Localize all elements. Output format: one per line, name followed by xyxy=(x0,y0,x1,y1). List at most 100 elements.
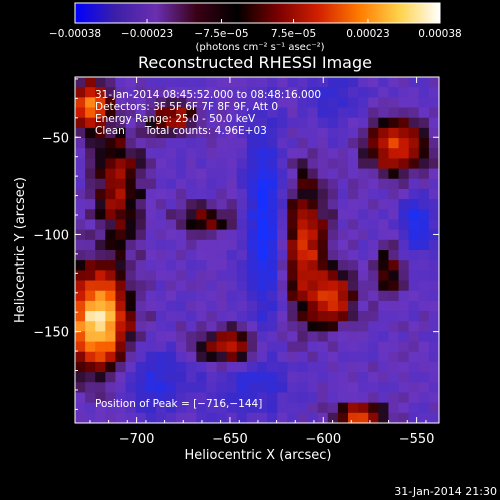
heatmap-cell xyxy=(257,127,268,139)
heatmap-cell xyxy=(226,392,238,404)
heatmap-cell xyxy=(186,290,197,302)
heatmap-cell xyxy=(226,382,238,393)
heatmap-cell xyxy=(196,239,207,251)
heatmap-cell xyxy=(125,188,137,200)
heatmap-cell xyxy=(206,260,217,271)
heatmap-cell xyxy=(327,300,339,312)
heatmap-cell xyxy=(418,290,430,302)
heatmap-cell xyxy=(418,87,430,98)
heatmap-cell xyxy=(277,158,288,169)
heatmap-cell xyxy=(297,260,308,271)
heatmap-cell xyxy=(216,382,228,393)
heatmap-cell xyxy=(428,127,440,139)
heatmap-cell xyxy=(186,280,197,292)
heatmap-cell xyxy=(408,311,420,322)
colorbar-tick-label: −0.00038 xyxy=(49,28,101,40)
heatmap-cell xyxy=(418,412,430,424)
heatmap-cell xyxy=(348,341,359,353)
heatmap-cell xyxy=(196,77,207,88)
heatmap-cell xyxy=(196,290,207,302)
heatmap-cell xyxy=(368,107,379,119)
heatmap-cell xyxy=(226,290,238,302)
heatmap-cell xyxy=(317,311,329,322)
heatmap-cell xyxy=(216,158,228,169)
heatmap-cell xyxy=(85,127,96,139)
heatmap-cell xyxy=(95,412,106,424)
colorbar-ticks: −0.00038 −0.00023 −7.5e−05 7.5e−05 0.00023 0.… xyxy=(49,19,462,40)
heatmap-cell xyxy=(75,87,86,98)
heatmap-cell xyxy=(368,178,379,190)
heatmap-cell xyxy=(226,321,238,332)
heatmap-cell xyxy=(135,178,147,190)
heatmap-cell xyxy=(145,412,157,424)
heatmap-cell xyxy=(388,229,399,241)
heatmap-cell xyxy=(337,117,349,129)
heatmap-cell xyxy=(267,138,278,149)
heatmap-cell xyxy=(85,331,96,342)
heatmap-cell xyxy=(226,260,238,271)
heatmap-cell xyxy=(216,280,228,292)
annotation-total-counts: Clean Total counts: 4.96E+03 xyxy=(95,125,267,137)
heatmap-cell xyxy=(176,117,187,129)
x-tick-label: −600 xyxy=(305,432,341,447)
heatmap-cell xyxy=(337,270,349,281)
heatmap-cell xyxy=(398,331,410,342)
heatmap-cell xyxy=(166,382,177,393)
heatmap-cell xyxy=(236,392,248,404)
heatmap-cell xyxy=(125,351,137,363)
heatmap-cell xyxy=(307,97,319,108)
heatmap-cell xyxy=(206,290,217,302)
heatmap-cell xyxy=(327,127,339,139)
heatmap-cell xyxy=(337,77,349,88)
heatmap-cell xyxy=(317,97,329,108)
heatmap-cell xyxy=(145,290,157,302)
heatmap-cell xyxy=(428,290,440,302)
heatmap-cell xyxy=(176,127,187,139)
heatmap-cell xyxy=(75,239,86,251)
heatmap-cell xyxy=(206,127,217,139)
heatmap-cell xyxy=(226,178,238,190)
heatmap-cell xyxy=(206,107,217,119)
heatmap-cell xyxy=(358,148,369,159)
heatmap-cell xyxy=(176,361,187,373)
heatmap-cell xyxy=(105,77,116,88)
heatmap-cell xyxy=(408,229,420,241)
heatmap-cell xyxy=(368,97,379,108)
heatmap-cell xyxy=(287,341,298,353)
heatmap-cell xyxy=(196,209,207,220)
heatmap-cell xyxy=(257,138,268,149)
heatmap-cell xyxy=(236,199,248,210)
heatmap-cell xyxy=(246,341,258,353)
heatmap-cell xyxy=(277,97,288,108)
heatmap-cell xyxy=(297,199,308,210)
heatmap-cell xyxy=(95,321,106,332)
heatmap-cell xyxy=(327,392,339,404)
heatmap-cell xyxy=(186,331,197,342)
heatmap-cell xyxy=(327,270,339,281)
heatmap-cell xyxy=(408,138,420,149)
heatmap-cell xyxy=(418,168,430,180)
heatmap-cell xyxy=(155,148,167,159)
heatmap-cell xyxy=(307,229,319,241)
heatmap-cell xyxy=(155,290,167,302)
heatmap-cell xyxy=(226,199,238,210)
heatmap-cell xyxy=(277,117,288,129)
heatmap-cell xyxy=(236,290,248,302)
heatmap-cell xyxy=(155,321,167,332)
heatmap-cell xyxy=(287,148,298,159)
heatmap-cell xyxy=(85,97,96,108)
heatmap-cell xyxy=(267,372,278,383)
heatmap-cell xyxy=(236,311,248,322)
heatmap-cell xyxy=(297,361,308,373)
heatmap-cell xyxy=(257,87,268,98)
heatmap-cell xyxy=(176,239,187,251)
heatmap-cell xyxy=(155,270,167,281)
heatmap-cell xyxy=(277,392,288,404)
heatmap-cell xyxy=(358,117,369,129)
heatmap-cell xyxy=(428,148,440,159)
heatmap-cell xyxy=(166,148,177,159)
heatmap-cell xyxy=(388,412,399,424)
heatmap-cell xyxy=(166,270,177,281)
heatmap-cell xyxy=(418,382,430,393)
heatmap-cell xyxy=(378,361,389,373)
